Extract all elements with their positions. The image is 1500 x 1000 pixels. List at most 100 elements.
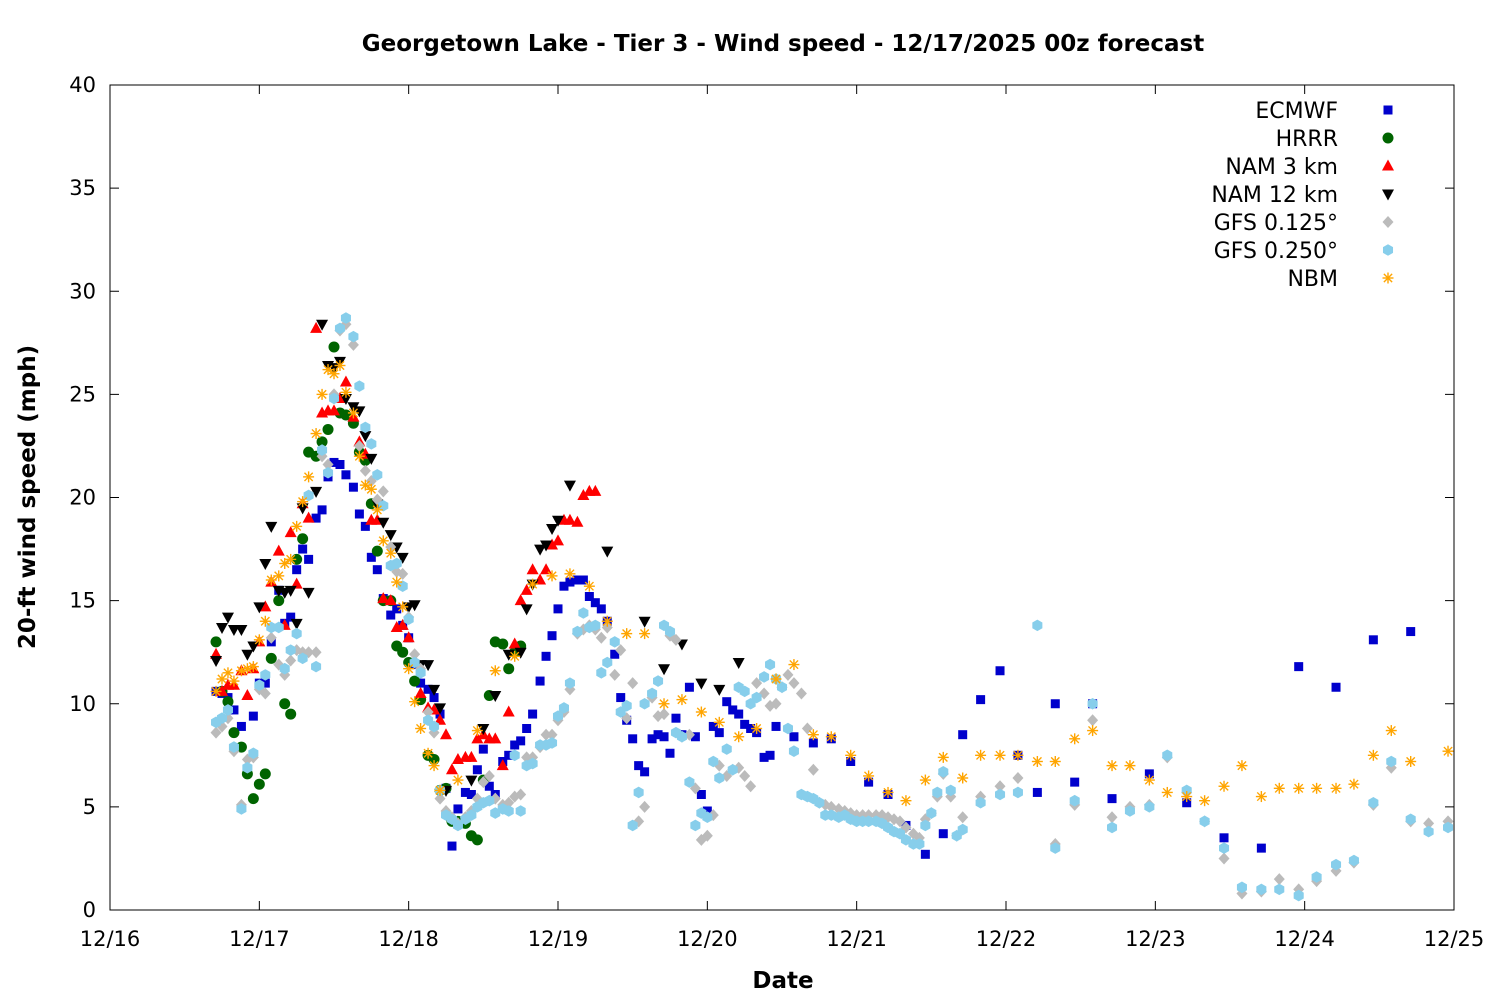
- data-point: [1331, 682, 1341, 692]
- data-point: [460, 787, 470, 797]
- data-point: [422, 706, 434, 718]
- data-point: [590, 619, 601, 632]
- data-point: [478, 744, 488, 754]
- data-point: [377, 517, 390, 529]
- data-point: [322, 423, 334, 435]
- data-point: [708, 755, 719, 768]
- data-point: [1143, 774, 1155, 786]
- data-point: [1087, 714, 1099, 727]
- data-point: [1405, 756, 1417, 767]
- data-point: [516, 736, 526, 746]
- data-point: [746, 724, 756, 733]
- legend-label: HRRR: [1276, 127, 1338, 152]
- data-point: [552, 710, 564, 722]
- data-point: [1348, 778, 1360, 790]
- data-point: [247, 661, 259, 673]
- data-point: [759, 671, 770, 683]
- data-point: [994, 780, 1006, 793]
- data-point: [1331, 858, 1342, 871]
- data-point: [659, 732, 669, 742]
- data-point: [975, 796, 986, 809]
- data-point: [397, 646, 409, 658]
- data-point: [546, 538, 559, 550]
- data-point: [1032, 619, 1043, 632]
- data-point: [483, 769, 495, 782]
- data-point: [265, 631, 277, 644]
- data-point: [1406, 627, 1416, 637]
- data-point: [601, 615, 613, 627]
- data-point: [515, 788, 527, 801]
- data-point: [248, 747, 259, 760]
- data-point: [1273, 782, 1285, 794]
- data-point: [429, 693, 439, 703]
- data-point: [472, 765, 482, 775]
- x-tick-label: 12/18: [378, 927, 439, 951]
- data-point: [676, 730, 687, 743]
- data-point: [510, 740, 520, 750]
- data-point: [732, 658, 745, 669]
- y-tick-label: 0: [83, 898, 96, 922]
- data-point: [671, 713, 681, 723]
- data-point: [1218, 780, 1230, 792]
- data-point: [751, 691, 762, 704]
- data-point: [702, 806, 712, 816]
- data-point: [540, 540, 553, 552]
- data-point: [882, 786, 894, 798]
- data-point: [365, 453, 378, 465]
- data-point: [354, 380, 365, 392]
- data-point: [272, 544, 285, 556]
- data-point: [919, 774, 931, 786]
- legend-marker: [1382, 272, 1394, 284]
- data-point: [509, 650, 521, 662]
- data-point: [396, 552, 409, 564]
- data-point: [316, 388, 328, 400]
- data-point: [377, 535, 389, 547]
- data-point: [360, 421, 371, 434]
- x-tick-label: 12/22: [976, 927, 1037, 951]
- y-tick-label: 15: [69, 589, 96, 613]
- data-point: [1032, 787, 1042, 797]
- data-point: [932, 786, 943, 799]
- data-point: [1293, 782, 1305, 794]
- data-point: [647, 687, 658, 700]
- data-point: [1124, 760, 1136, 772]
- data-point: [1181, 791, 1193, 803]
- data-point: [265, 521, 278, 533]
- data-point: [340, 312, 351, 324]
- x-tick-label: 12/19: [528, 927, 589, 951]
- data-point: [696, 790, 706, 799]
- data-point: [583, 580, 595, 592]
- data-point: [609, 668, 621, 681]
- data-point: [236, 721, 246, 731]
- data-point: [228, 675, 240, 687]
- data-point: [452, 774, 464, 786]
- data-point: [247, 793, 259, 805]
- data-point: [1049, 756, 1061, 767]
- data-point: [1107, 821, 1118, 834]
- data-point: [1050, 699, 1060, 709]
- data-point: [615, 644, 627, 657]
- y-tick-label: 40: [69, 73, 96, 97]
- data-point: [639, 628, 651, 640]
- data-point: [1124, 805, 1135, 817]
- data-point: [221, 612, 234, 624]
- data-point: [322, 364, 334, 376]
- data-point: [397, 580, 408, 592]
- data-point: [788, 677, 800, 690]
- data-point: [807, 763, 819, 776]
- data-point: [347, 338, 359, 351]
- data-point: [354, 509, 364, 519]
- data-point: [392, 604, 402, 614]
- data-point: [695, 678, 708, 690]
- x-axis-ticks: 12/16 12/17 12/18 12/19 12/20 12/21 12/22 12/23…: [80, 85, 1484, 951]
- data-point: [222, 667, 234, 679]
- data-point: [1256, 883, 1267, 896]
- data-point: [957, 811, 969, 824]
- data-point: [527, 578, 539, 590]
- data-point: [1199, 795, 1211, 807]
- data-point: [564, 568, 576, 580]
- data-point: [428, 760, 440, 772]
- data-point: [297, 652, 308, 665]
- data-point: [503, 663, 515, 675]
